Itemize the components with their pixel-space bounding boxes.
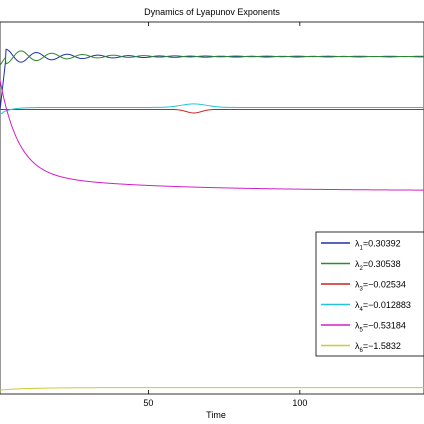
legend-label-5: λ5=−0.53184 (355, 321, 406, 334)
legend: λ1=0.30392 λ2=0.30538 λ3=−0.02534 λ4=−0.012… (315, 231, 424, 357)
legend-box (315, 231, 424, 357)
series-line-3 (0, 108, 424, 114)
legend-label-3: λ3=−0.02534 (355, 280, 406, 293)
legend-label-2: λ2=0.30538 (355, 259, 401, 272)
series-line-4 (0, 103, 424, 114)
chart-title: Dynamics of Lyapunov Exponents (144, 7, 280, 17)
series-line-2 (0, 50, 424, 66)
x-axis-ticks: 50 100 (143, 22, 307, 408)
series-line-5 (0, 79, 424, 191)
legend-label-1: λ1=0.30392 (355, 239, 401, 252)
x-axis-label: Time (206, 410, 226, 420)
legend-label-4: λ4=−0.012883 (355, 300, 411, 313)
legend-label-6: λ6=−1.5832 (355, 341, 401, 354)
x-tick-label: 50 (143, 398, 153, 408)
series-layer (0, 48, 424, 391)
x-tick-label: 100 (292, 398, 307, 408)
series-line-6 (0, 387, 424, 391)
